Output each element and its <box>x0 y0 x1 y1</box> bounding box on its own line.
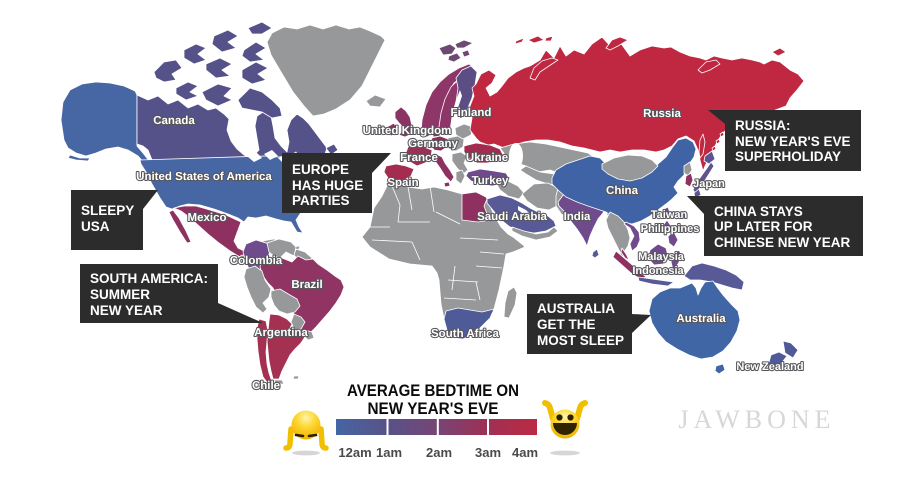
svg-text:Indonesia: Indonesia <box>632 265 684 277</box>
svg-text:NEW YEAR'S EVE: NEW YEAR'S EVE <box>368 399 499 418</box>
svg-text:Turkey: Turkey <box>472 175 509 187</box>
svg-text:USA: USA <box>81 219 110 234</box>
svg-text:SUPERHOLIDAY: SUPERHOLIDAY <box>735 149 841 164</box>
svg-text:RUSSIA:: RUSSIA: <box>735 118 791 133</box>
svg-text:NEW YEAR'S EVE: NEW YEAR'S EVE <box>735 134 851 149</box>
svg-text:Australia: Australia <box>676 313 726 325</box>
svg-text:JAWBONE: JAWBONE <box>678 405 835 434</box>
svg-text:CHINESE NEW YEAR: CHINESE NEW YEAR <box>714 235 851 250</box>
svg-text:Japan: Japan <box>693 178 725 190</box>
svg-text:PARTIES: PARTIES <box>292 193 350 208</box>
svg-text:HAS HUGE: HAS HUGE <box>292 178 363 193</box>
svg-text:EUROPE: EUROPE <box>292 162 349 177</box>
svg-text:Finland: Finland <box>451 107 492 119</box>
svg-text:Malaysia: Malaysia <box>638 251 685 263</box>
svg-text:Philippines: Philippines <box>641 223 700 235</box>
svg-text:South Africa: South Africa <box>431 328 500 340</box>
svg-text:GET THE: GET THE <box>537 317 596 332</box>
svg-text:Spain: Spain <box>387 177 418 189</box>
svg-text:Chile: Chile <box>252 380 280 392</box>
svg-text:Russia: Russia <box>643 108 681 120</box>
svg-text:AUSTRALIA: AUSTRALIA <box>537 301 615 316</box>
svg-text:UP LATER FOR: UP LATER FOR <box>714 219 813 234</box>
svg-text:3am: 3am <box>475 445 501 460</box>
svg-text:AVERAGE BEDTIME ON: AVERAGE BEDTIME ON <box>347 381 519 400</box>
svg-text:SUMMER: SUMMER <box>90 287 150 302</box>
svg-text:4am: 4am <box>512 445 538 460</box>
svg-text:SOUTH AMERICA:: SOUTH AMERICA: <box>90 271 208 286</box>
svg-text:CHINA STAYS: CHINA STAYS <box>714 204 803 219</box>
svg-text:Saudi Arabia: Saudi Arabia <box>477 211 547 223</box>
svg-text:MOST SLEEP: MOST SLEEP <box>537 333 624 348</box>
svg-text:1am: 1am <box>376 445 402 460</box>
svg-text:Germany: Germany <box>408 138 458 150</box>
svg-text:United States of America: United States of America <box>136 171 272 183</box>
svg-text:China: China <box>606 185 639 197</box>
svg-text:Taiwan: Taiwan <box>651 209 688 221</box>
svg-text:NEW YEAR: NEW YEAR <box>90 303 163 318</box>
svg-text:Canada: Canada <box>153 115 195 127</box>
svg-text:United Kingdom: United Kingdom <box>363 125 452 137</box>
svg-text:SLEEPY: SLEEPY <box>81 203 134 218</box>
svg-text:12am: 12am <box>338 445 371 460</box>
svg-text:Colombia: Colombia <box>230 255 283 267</box>
svg-text:2am: 2am <box>426 445 452 460</box>
svg-text:France: France <box>400 152 438 164</box>
svg-text:New Zealand: New Zealand <box>736 361 803 373</box>
svg-text:Argentina: Argentina <box>254 327 308 339</box>
svg-text:Mexico: Mexico <box>188 212 227 224</box>
svg-text:India: India <box>564 211 591 223</box>
svg-text:Brazil: Brazil <box>291 279 322 291</box>
svg-text:Ukraine: Ukraine <box>466 152 508 164</box>
